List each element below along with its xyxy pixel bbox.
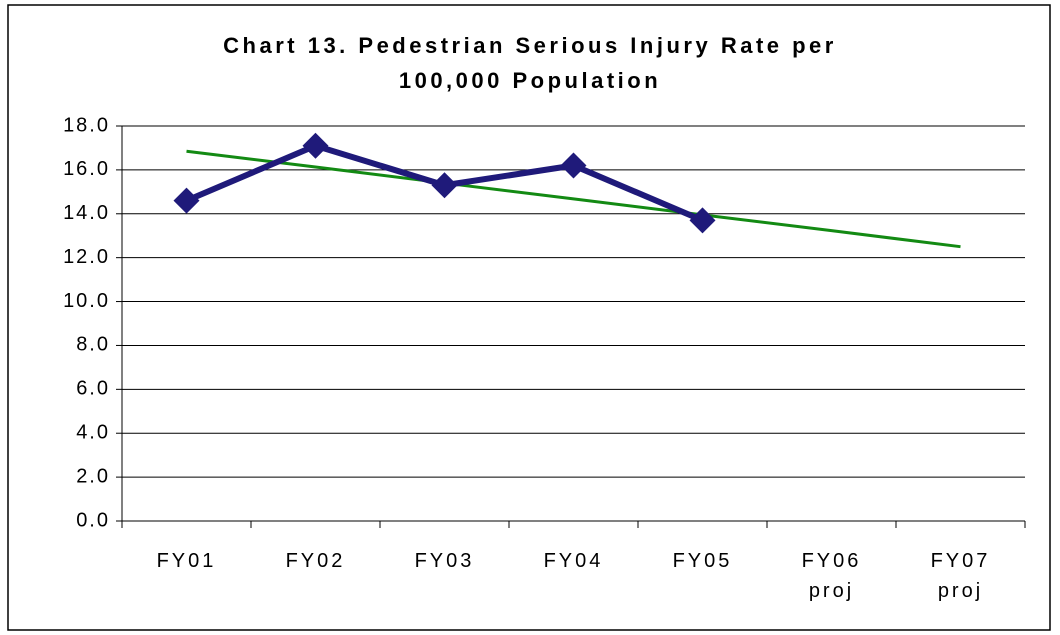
y-tick-label: 10.0 <box>63 290 110 312</box>
x-tick-label: FY01 <box>156 550 217 572</box>
data-marker <box>431 172 458 199</box>
x-tick-label: FY06 proj <box>801 550 862 602</box>
y-tick-label: 6.0 <box>76 378 110 400</box>
data-marker <box>173 187 200 214</box>
chart-title: Chart 13. Pedestrian Serious Injury Rate… <box>223 33 837 93</box>
y-tick-label: 2.0 <box>76 465 110 487</box>
x-tick-label: FY04 <box>543 550 604 572</box>
trend-line <box>186 149 961 249</box>
x-tick-label: FY02 <box>285 550 346 572</box>
data-marker <box>302 132 329 159</box>
x-tick-label: FY03 <box>414 550 475 572</box>
x-tick-label: FY07 proj <box>930 550 991 602</box>
x-tick-label: FY05 <box>672 550 733 572</box>
data-marker <box>689 207 716 234</box>
y-tick-label: 4.0 <box>76 422 110 444</box>
y-tick-label: 18.0 <box>63 114 110 136</box>
y-tick-label: 0.0 <box>76 509 110 531</box>
y-tick-label: 14.0 <box>63 202 110 224</box>
chart-frame <box>7 4 1051 631</box>
data-marker <box>560 152 587 179</box>
y-tick-label: 16.0 <box>63 158 110 180</box>
y-tick-label: 8.0 <box>76 334 110 356</box>
y-tick-label: 12.0 <box>63 246 110 268</box>
